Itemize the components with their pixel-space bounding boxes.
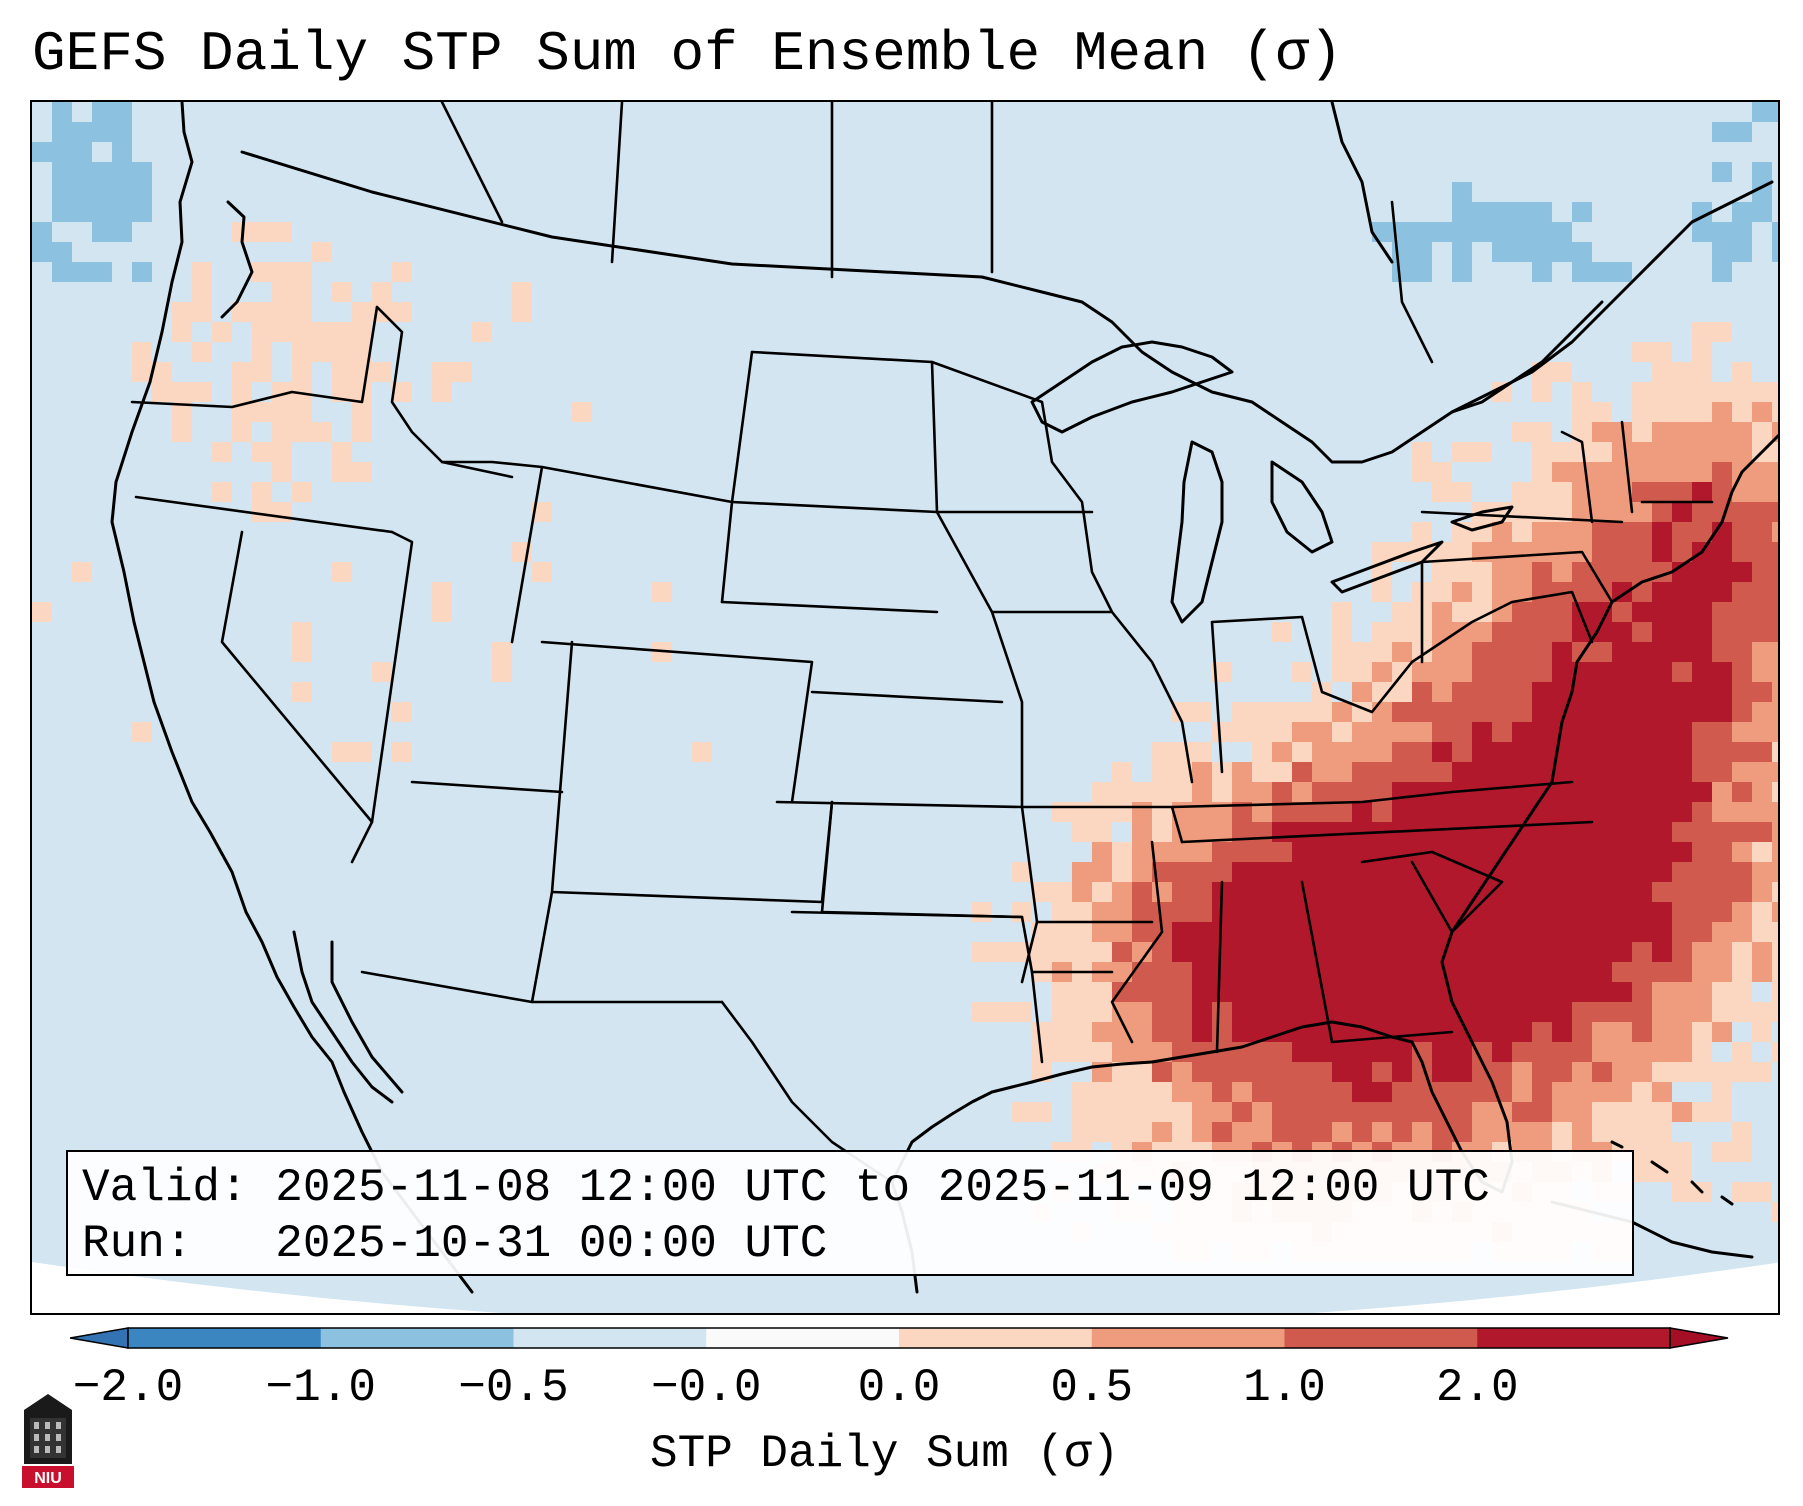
info-box: Valid: 2025-11-08 12:00 UTC to 2025-11-0… — [66, 1150, 1634, 1276]
anomaly-cells — [32, 102, 1778, 1262]
puget-sound — [220, 200, 254, 319]
new-england-coast — [1720, 433, 1778, 524]
colorbar-tick-label: 2.0 — [1435, 1362, 1519, 1414]
colorbar-tick-label: −1.0 — [265, 1362, 376, 1414]
st-lawrence — [1450, 180, 1774, 414]
chart-title: GEFS Daily STP Sum of Ensemble Mean (σ) — [32, 22, 1343, 86]
colorbar-label: STP Daily Sum (σ) — [650, 1428, 1120, 1480]
valid-time-text: Valid: 2025-11-08 12:00 UTC to 2025-11-0… — [82, 1162, 1490, 1214]
boundaries — [110, 102, 1778, 1294]
colorbar-extend-high — [1669, 1327, 1729, 1349]
colorbar-tick-label: −2.0 — [72, 1362, 184, 1414]
colorbar-extend-low — [70, 1327, 129, 1349]
lake-michigan — [1170, 440, 1224, 624]
colorbar-segment — [128, 1328, 322, 1348]
colorbar-segment — [1477, 1328, 1671, 1348]
lake-superior — [1030, 340, 1234, 434]
niu-logo-icon: NIU — [22, 1394, 74, 1488]
colorbar-segment — [706, 1328, 900, 1348]
baja-peninsula — [292, 930, 404, 1104]
colorbar-tick-label: 1.0 — [1243, 1362, 1326, 1414]
svg-text:NIU: NIU — [34, 1470, 62, 1487]
colorbar-segment — [1091, 1328, 1285, 1348]
canada-border-west — [240, 150, 984, 279]
colorbar-segment — [899, 1328, 1093, 1348]
colorbar — [70, 1327, 1729, 1349]
colorbar-segments — [70, 1327, 1729, 1349]
colorbar-segment — [320, 1328, 514, 1348]
state-borders — [130, 102, 1714, 1184]
hudson-bay-shore — [1330, 102, 1394, 264]
colorbar-tick-label: 0.5 — [1050, 1362, 1134, 1414]
colorbar-tick-label: −0.0 — [651, 1362, 762, 1414]
pacific-coastline — [110, 102, 346, 1094]
colorbar-tick-label: −0.5 — [458, 1362, 569, 1414]
colorbar-tick-label: 0.0 — [857, 1362, 941, 1414]
map-panel — [30, 100, 1780, 1315]
colorbar-segment — [1284, 1328, 1478, 1348]
stp-map — [32, 102, 1778, 1313]
lake-huron-erie — [1270, 460, 1444, 594]
bahamas — [1610, 1140, 1734, 1206]
colorbar-segment — [513, 1328, 707, 1348]
run-time-text: Run: 2025-10-31 00:00 UTC — [82, 1218, 828, 1270]
